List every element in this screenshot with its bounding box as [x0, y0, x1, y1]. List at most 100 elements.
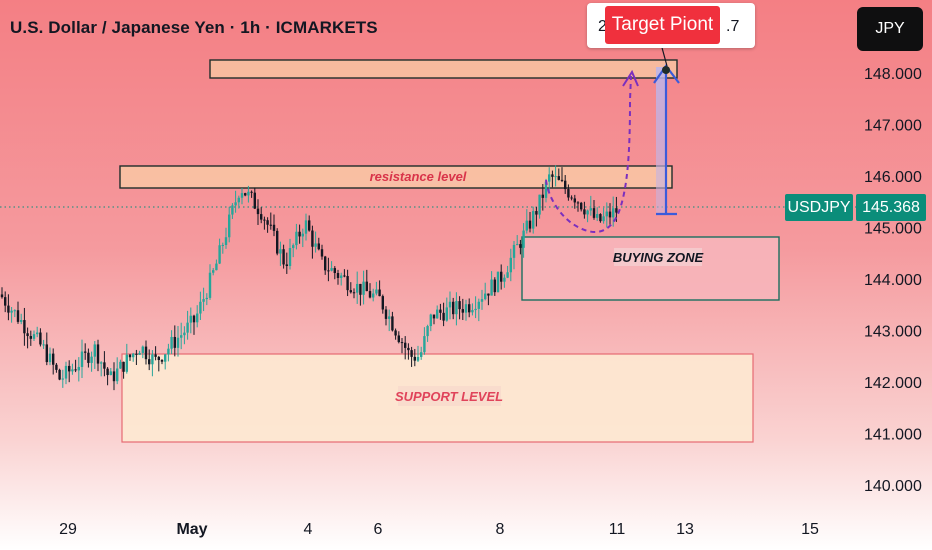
- candle-body: [474, 308, 477, 311]
- candle-body: [589, 208, 592, 211]
- candle-body: [304, 220, 308, 234]
- candle-body: [333, 268, 336, 274]
- y-tick-label: 144.000: [864, 272, 922, 289]
- target-point-marker[interactable]: [662, 66, 670, 74]
- candle-body: [212, 270, 215, 273]
- candle-body: [554, 176, 557, 178]
- candle-body: [359, 283, 362, 295]
- candle-body: [573, 198, 576, 203]
- candle-body: [74, 369, 77, 371]
- candle-body: [228, 214, 231, 238]
- candle-body: [141, 346, 144, 353]
- candle-body: [39, 332, 42, 345]
- y-tick-label: 145.000: [864, 221, 922, 238]
- candle-body: [602, 216, 605, 222]
- candle-body: [519, 244, 522, 248]
- candle-body: [20, 320, 23, 322]
- candle-body: [183, 332, 186, 336]
- candle-body: [186, 322, 189, 333]
- candle-body: [532, 211, 535, 229]
- candle-body: [282, 249, 285, 265]
- candle-body: [26, 333, 29, 337]
- buying-label-bg: [614, 248, 702, 266]
- candle-body: [263, 219, 266, 221]
- target-point-label[interactable]: Target Piont: [605, 6, 720, 44]
- candle-body: [365, 281, 368, 292]
- candle-body: [138, 352, 141, 355]
- candle-body: [464, 304, 468, 313]
- candle-body: [202, 299, 205, 302]
- candle-body: [490, 279, 493, 296]
- candle-body: [343, 275, 346, 277]
- candle-body: [218, 245, 221, 264]
- candle-body: [103, 362, 106, 369]
- candle-body: [128, 354, 132, 358]
- candle-body: [157, 356, 160, 361]
- candle-body: [576, 202, 580, 204]
- candle-body: [87, 352, 90, 363]
- candle-body: [132, 353, 135, 358]
- candle-body: [381, 296, 384, 310]
- target-zone[interactable]: [209, 59, 678, 79]
- candle-body: [122, 361, 125, 372]
- candle-body: [493, 279, 496, 293]
- candle-body: [253, 192, 256, 209]
- currency-badge[interactable]: JPY: [857, 7, 923, 51]
- candle-body: [416, 356, 420, 361]
- candle-body: [298, 231, 301, 237]
- projection-range[interactable]: [656, 67, 667, 214]
- candle-body: [391, 316, 394, 331]
- buying-zone[interactable]: [521, 236, 780, 301]
- candle-body: [10, 310, 13, 313]
- candle-body: [58, 369, 61, 380]
- candle-body: [551, 174, 554, 177]
- candle-body: [16, 310, 20, 322]
- candle-body: [301, 233, 304, 237]
- candle-body: [189, 315, 192, 323]
- candle-body: [583, 209, 586, 215]
- candle-body: [439, 309, 442, 313]
- candle-body: [234, 202, 237, 206]
- candle-body: [36, 332, 39, 335]
- candle-body: [256, 208, 260, 215]
- candle-body: [272, 224, 276, 231]
- candle-body: [93, 344, 96, 357]
- candle-body: [109, 371, 112, 376]
- candle-body: [397, 335, 400, 343]
- y-tick-label: 146.000: [864, 169, 922, 186]
- candle-body: [423, 336, 426, 353]
- last-price-tag: 145.368: [856, 194, 926, 221]
- candle-body: [375, 289, 378, 294]
- candle-body: [538, 194, 541, 215]
- candle-body: [295, 231, 298, 246]
- candle-body: [330, 268, 333, 271]
- y-axis: 148.000 147.000 146.000 145.000 144.000 143.0…: [864, 66, 922, 495]
- candle-body: [100, 362, 103, 364]
- candle-body: [420, 352, 423, 357]
- candle-body: [231, 205, 234, 215]
- candle-body: [199, 301, 202, 314]
- candle-body: [570, 197, 573, 199]
- candle-body: [324, 256, 327, 271]
- support-label: SUPPORT LEVEL: [395, 389, 503, 404]
- candle-body: [452, 301, 455, 315]
- chart-title: U.S. Dollar / Japanese Yen · 1h · ICMARK…: [10, 18, 378, 37]
- y-tick-label: 142.000: [864, 375, 922, 392]
- forecast-path: [545, 75, 632, 234]
- candle-body: [541, 194, 544, 198]
- candle-body: [52, 353, 55, 365]
- candle-body: [477, 301, 480, 309]
- candle-body: [336, 273, 340, 278]
- candle-body: [592, 208, 596, 218]
- candle-body: [240, 193, 244, 198]
- candle-body: [125, 354, 128, 372]
- candle-body: [317, 243, 320, 250]
- candle-body: [148, 359, 151, 365]
- candle-body: [244, 193, 247, 196]
- candle-body: [170, 336, 173, 349]
- candle-body: [311, 230, 314, 247]
- candle-body: [400, 342, 404, 344]
- candle-body: [455, 301, 458, 315]
- candle-body: [340, 275, 343, 278]
